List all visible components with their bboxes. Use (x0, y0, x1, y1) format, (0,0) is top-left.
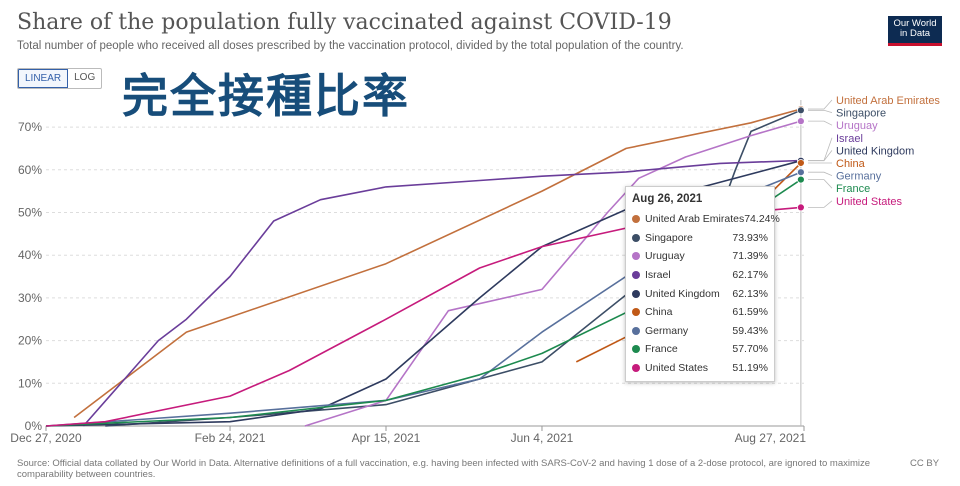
tooltip-series-value: 57.70% (732, 343, 768, 356)
tooltip-row: United Kingdom 62.13% (632, 284, 768, 303)
series-color-swatch (632, 345, 640, 354)
series-color-swatch (632, 252, 640, 261)
label-leader (808, 120, 833, 126)
end-point-china (796, 159, 805, 167)
y-tick-label: 70% (18, 120, 42, 134)
y-tick-label: 30% (18, 291, 42, 305)
y-tick-label: 60% (18, 163, 42, 177)
series-line-uruguay (304, 120, 802, 427)
series-color-swatch (632, 233, 640, 242)
tooltip-rows: United Arab Emirates 74.24% Singapore 73.93… (632, 210, 780, 378)
tooltip-row: France 57.70% (632, 340, 768, 359)
tooltip-row: Uruguay 71.39% (632, 247, 768, 266)
x-tick-label: Jun 4, 2021 (511, 431, 574, 445)
tooltip-series-name: United States (645, 362, 709, 375)
tooltip-series-name: China (645, 306, 673, 319)
overlay-caption: 完全接種比率 (122, 69, 410, 123)
owid-logo[interactable]: Our World in Data (888, 16, 942, 46)
series-color-swatch (632, 215, 640, 224)
y-tick-label: 40% (18, 248, 42, 262)
x-tick-label: Dec 27, 2020 (10, 431, 82, 445)
log-scale-button[interactable]: LOG (74, 72, 96, 83)
end-label: United States (836, 196, 903, 208)
linear-scale-button[interactable]: LINEAR (18, 69, 69, 88)
y-tick-label: 0% (25, 419, 43, 433)
y-tick-label: 20% (18, 334, 42, 348)
label-leader (808, 109, 833, 113)
x-tick-label: Apr 15, 2021 (352, 431, 421, 445)
end-label: China (836, 158, 866, 170)
end-label: Uruguay (836, 120, 878, 132)
end-label: Israel (836, 133, 863, 145)
label-leader (808, 171, 833, 176)
tooltip-series-value: 62.13% (732, 287, 768, 300)
source-note: Source: Official data collated by Our Wo… (17, 458, 871, 480)
label-leader (808, 99, 833, 110)
tooltip-series-value: 71.39% (732, 250, 768, 263)
series-color-swatch (632, 271, 640, 280)
chart-title: Share of the population fully vaccinated… (17, 10, 672, 35)
end-point-uruguay (796, 117, 805, 126)
tooltip-series-value: 61.59% (732, 306, 768, 319)
end-label: Singapore (836, 108, 886, 120)
end-label: France (836, 183, 870, 195)
end-point-singapore (796, 106, 805, 115)
end-label: Germany (836, 171, 882, 183)
end-point-united-states (796, 203, 805, 212)
tooltip-date: Aug 26, 2021 (632, 193, 703, 205)
tooltip-row: Germany 59.43% (632, 322, 768, 341)
tooltip-series-value: 74.24% (744, 213, 780, 226)
scale-toggle: LINEAR LOG (17, 68, 103, 89)
end-point-france (796, 175, 805, 184)
label-leader (808, 179, 833, 189)
end-label: United Kingdom (836, 145, 914, 157)
series-color-swatch (632, 289, 640, 298)
logo-line-2: in Data (899, 28, 931, 39)
tooltip-row: United States 51.19% (632, 359, 768, 378)
tooltip-series-value: 51.19% (732, 362, 768, 375)
x-tick-label: Feb 24, 2021 (195, 431, 266, 445)
hover-tooltip: Aug 26, 2021 United Arab Emirates 74.24% S… (625, 186, 780, 383)
tooltip-series-name: France (645, 343, 678, 356)
label-leader (808, 150, 833, 162)
tooltip-series-name: Singapore (645, 231, 693, 244)
series-color-swatch (632, 364, 640, 373)
tooltip-row: United Arab Emirates 74.24% (632, 210, 780, 229)
tooltip-series-name: United Arab Emirates (645, 213, 745, 226)
tooltip-series-name: Germany (645, 324, 689, 337)
tooltip-row: Singapore 73.93% (632, 229, 768, 248)
tooltip-row: Israel 62.17% (632, 266, 768, 285)
logo-line-1: Our World (893, 18, 937, 29)
tooltip-series-value: 73.93% (732, 231, 768, 244)
y-tick-label: 10% (18, 376, 42, 390)
x-tick-label: Aug 27, 2021 (735, 431, 807, 445)
label-leader (808, 137, 833, 161)
tooltip-row: China 61.59% (632, 303, 768, 322)
series-line-israel (82, 159, 801, 427)
tooltip-series-value: 62.17% (732, 269, 768, 282)
label-leader (808, 200, 833, 208)
tooltip-series-name: United Kingdom (645, 287, 720, 300)
series-color-swatch (632, 326, 640, 335)
series-color-swatch (632, 308, 640, 317)
tooltip-series-name: Uruguay (645, 250, 685, 263)
y-tick-label: 50% (18, 205, 42, 219)
end-point-germany (796, 168, 805, 177)
chart-subtitle: Total number of people who received all … (17, 40, 684, 52)
series-line-united-arab-emirates (73, 108, 802, 419)
license-link[interactable]: CC BY (910, 458, 940, 469)
tooltip-series-value: 59.43% (732, 324, 768, 337)
series-line-united-kingdom (45, 159, 802, 427)
end-label: United Arab Emirates (836, 95, 940, 107)
tooltip-series-name: Israel (645, 269, 671, 282)
